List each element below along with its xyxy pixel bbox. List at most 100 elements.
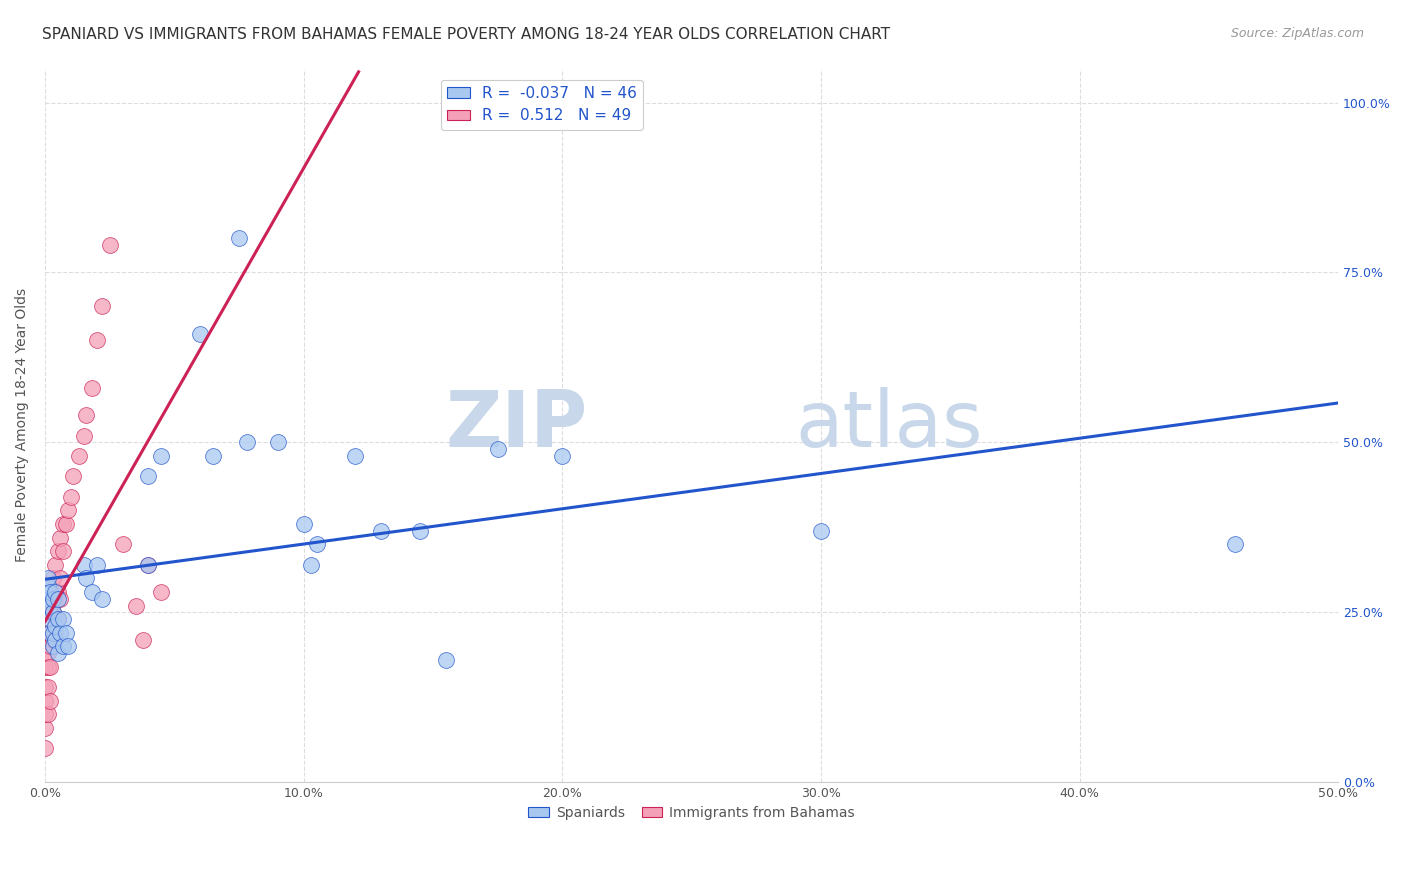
Point <box>44 558 66 572</box>
Point <box>67 449 90 463</box>
Point <box>52 544 75 558</box>
Point <box>49 531 72 545</box>
Point <box>39 599 62 613</box>
Point <box>39 585 62 599</box>
Point <box>49 571 72 585</box>
Point <box>86 334 108 348</box>
Point <box>58 503 80 517</box>
Point <box>37 646 59 660</box>
Point <box>39 625 62 640</box>
Point <box>75 571 97 585</box>
Point <box>34 721 56 735</box>
Point <box>34 646 56 660</box>
Point <box>55 625 77 640</box>
Point <box>39 660 62 674</box>
Point <box>80 381 103 395</box>
Point <box>44 619 66 633</box>
Point <box>44 585 66 599</box>
Point <box>292 516 315 531</box>
Text: ZIP: ZIP <box>446 387 588 464</box>
Point <box>34 680 56 694</box>
Point <box>39 599 62 613</box>
Point <box>434 653 457 667</box>
Point <box>188 326 211 341</box>
Point <box>370 524 392 538</box>
Point <box>49 591 72 606</box>
Point <box>299 558 322 572</box>
Point <box>75 409 97 423</box>
Point <box>52 640 75 654</box>
Point <box>37 591 59 606</box>
Point <box>305 537 328 551</box>
Point <box>34 632 56 647</box>
Point <box>34 741 56 756</box>
Y-axis label: Female Poverty Among 18-24 Year Olds: Female Poverty Among 18-24 Year Olds <box>15 288 30 563</box>
Point <box>138 469 160 483</box>
Point <box>37 571 59 585</box>
Point <box>111 537 134 551</box>
Point <box>90 591 112 606</box>
Point <box>39 694 62 708</box>
Point <box>39 612 62 626</box>
Point <box>73 428 96 442</box>
Point <box>42 606 65 620</box>
Point <box>202 449 225 463</box>
Point <box>42 606 65 620</box>
Point <box>73 558 96 572</box>
Point <box>59 490 82 504</box>
Point <box>44 625 66 640</box>
Point <box>52 516 75 531</box>
Point <box>228 231 250 245</box>
Point <box>42 571 65 585</box>
Point <box>37 578 59 592</box>
Point <box>34 707 56 722</box>
Point <box>37 707 59 722</box>
Text: atlas: atlas <box>794 387 983 464</box>
Point <box>42 632 65 647</box>
Point <box>138 558 160 572</box>
Point <box>39 640 62 654</box>
Text: Source: ZipAtlas.com: Source: ZipAtlas.com <box>1230 27 1364 40</box>
Point <box>810 524 832 538</box>
Point <box>52 612 75 626</box>
Point <box>42 591 65 606</box>
Text: SPANIARD VS IMMIGRANTS FROM BAHAMAS FEMALE POVERTY AMONG 18-24 YEAR OLDS CORRELA: SPANIARD VS IMMIGRANTS FROM BAHAMAS FEMA… <box>42 27 890 42</box>
Point <box>58 640 80 654</box>
Legend: Spaniards, Immigrants from Bahamas: Spaniards, Immigrants from Bahamas <box>523 800 860 825</box>
Point <box>150 449 173 463</box>
Point <box>37 660 59 674</box>
Point <box>46 585 69 599</box>
Point <box>486 442 509 457</box>
Point <box>44 591 66 606</box>
Point <box>551 449 574 463</box>
Point <box>344 449 367 463</box>
Point <box>150 585 173 599</box>
Point <box>124 599 146 613</box>
Point <box>39 612 62 626</box>
Point <box>37 625 59 640</box>
Point <box>132 632 155 647</box>
Point <box>44 632 66 647</box>
Point <box>86 558 108 572</box>
Point <box>46 612 69 626</box>
Point <box>62 469 84 483</box>
Point <box>90 300 112 314</box>
Point <box>37 606 59 620</box>
Point <box>138 558 160 572</box>
Point <box>42 640 65 654</box>
Point <box>98 238 121 252</box>
Point <box>46 591 69 606</box>
Point <box>34 694 56 708</box>
Point <box>55 516 77 531</box>
Point <box>46 612 69 626</box>
Point <box>80 585 103 599</box>
Point <box>267 435 290 450</box>
Point <box>46 544 69 558</box>
Point <box>235 435 257 450</box>
Point <box>49 625 72 640</box>
Point <box>42 625 65 640</box>
Point <box>409 524 432 538</box>
Point <box>46 646 69 660</box>
Point <box>34 660 56 674</box>
Point <box>1223 537 1246 551</box>
